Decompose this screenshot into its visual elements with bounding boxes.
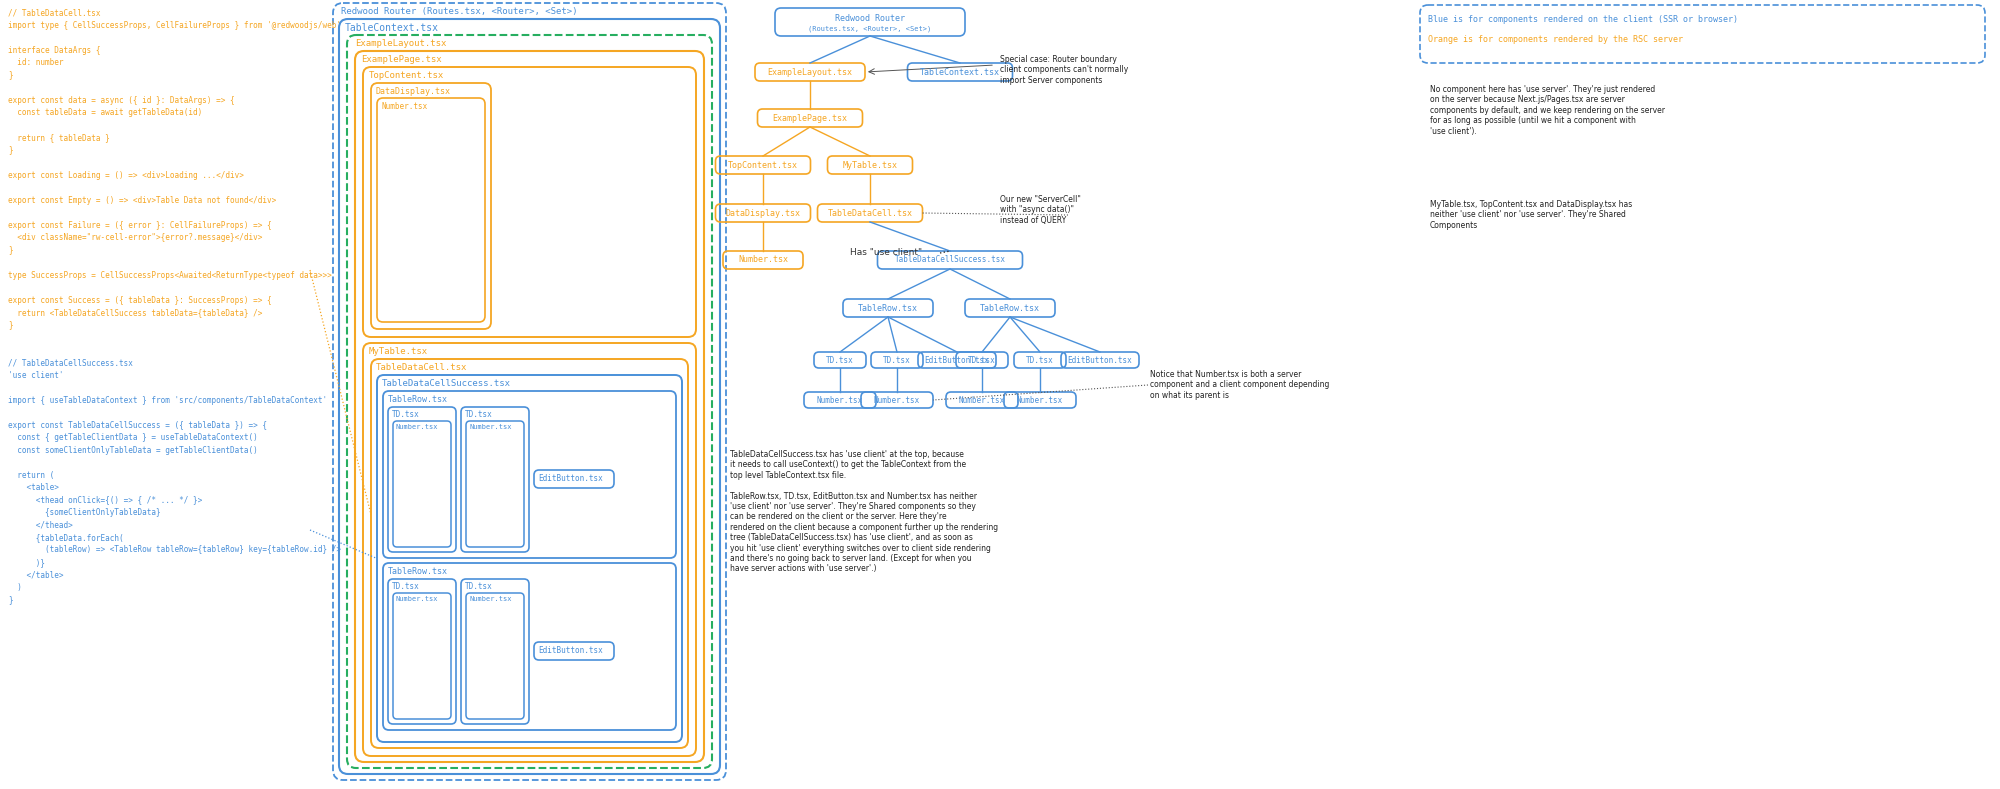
- Text: EditButton.tsx: EditButton.tsx: [538, 646, 602, 655]
- Text: ExampleLayout.tsx: ExampleLayout.tsx: [356, 39, 446, 48]
- Text: }: }: [8, 145, 12, 155]
- Text: TD.tsx: TD.tsx: [884, 356, 910, 365]
- Text: }: }: [8, 245, 12, 255]
- Text: Redwood Router: Redwood Router: [836, 14, 904, 23]
- Text: MyTable.tsx, TopContent.tsx and DataDisplay.tsx has
neither 'use client' nor 'us: MyTable.tsx, TopContent.tsx and DataDisp…: [1430, 200, 1632, 230]
- Text: Number.tsx: Number.tsx: [738, 256, 788, 264]
- Text: Has "use client": Has "use client": [850, 248, 922, 257]
- Text: TD.tsx: TD.tsx: [464, 410, 492, 419]
- Text: import type { CellSuccessProps, CellFailureProps } from '@redwoodjs/web': import type { CellSuccessProps, CellFail…: [8, 21, 340, 29]
- Text: <thead onClick={() => { /* ... */ }>: <thead onClick={() => { /* ... */ }>: [8, 495, 202, 504]
- Text: TableDataCellSuccess.tsx: TableDataCellSuccess.tsx: [894, 256, 1006, 264]
- Text: }: }: [8, 320, 12, 330]
- Text: export const TableDataCellSuccess = ({ tableData }) => {: export const TableDataCellSuccess = ({ t…: [8, 421, 268, 429]
- Text: </thead>: </thead>: [8, 521, 72, 529]
- Text: TD.tsx: TD.tsx: [826, 356, 854, 365]
- Text: EditButton.tsx: EditButton.tsx: [538, 474, 602, 483]
- Text: TopContent.tsx: TopContent.tsx: [368, 71, 444, 80]
- Text: id: number: id: number: [8, 58, 64, 67]
- Text: const tableData = await getTableData(id): const tableData = await getTableData(id): [8, 108, 202, 117]
- Text: import { useTableDataContext } from 'src/components/TableDataContext': import { useTableDataContext } from 'src…: [8, 395, 328, 405]
- Text: TableRow.tsx: TableRow.tsx: [388, 395, 448, 404]
- Text: Number.tsx: Number.tsx: [1016, 395, 1064, 405]
- Text: }: }: [8, 596, 12, 604]
- Text: ): ): [8, 583, 22, 592]
- Text: TD.tsx: TD.tsx: [392, 410, 420, 419]
- Text: export const data = async ({ id }: DataArgs) => {: export const data = async ({ id }: DataA…: [8, 95, 234, 104]
- Text: MyTable.tsx: MyTable.tsx: [368, 347, 428, 356]
- Text: ExamplePage.tsx: ExamplePage.tsx: [360, 55, 442, 64]
- Text: Number.tsx: Number.tsx: [396, 596, 438, 602]
- Text: }: }: [8, 70, 12, 80]
- Text: TopContent.tsx: TopContent.tsx: [728, 160, 798, 170]
- Text: TableRow.tsx: TableRow.tsx: [858, 304, 918, 312]
- Text: (Routes.tsx, <Router>, <Set>): (Routes.tsx, <Router>, <Set>): [808, 25, 932, 32]
- Text: </table>: </table>: [8, 570, 64, 579]
- Text: Redwood Router (Routes.tsx, <Router>, <Set>): Redwood Router (Routes.tsx, <Router>, <S…: [340, 7, 578, 16]
- Text: const someClientOnlyTableData = getTableClientData(): const someClientOnlyTableData = getTable…: [8, 446, 258, 454]
- Text: TD.tsx: TD.tsx: [392, 582, 420, 591]
- Text: export const Failure = ({ error }: CellFailureProps) => {: export const Failure = ({ error }: CellF…: [8, 220, 272, 230]
- Text: TableRow.tsx: TableRow.tsx: [980, 304, 1040, 312]
- Text: ExampleLayout.tsx: ExampleLayout.tsx: [768, 68, 852, 77]
- Text: EditButton.tsx: EditButton.tsx: [924, 356, 990, 365]
- Text: TableDataCell.tsx: TableDataCell.tsx: [828, 208, 912, 218]
- Text: {tableData.forEach(: {tableData.forEach(: [8, 533, 124, 542]
- Text: ExamplePage.tsx: ExamplePage.tsx: [772, 114, 848, 122]
- Text: // TableDataCell.tsx: // TableDataCell.tsx: [8, 8, 100, 17]
- Text: (tableRow) => <TableRow tableRow={tableRow} key={tableRow.id} />: (tableRow) => <TableRow tableRow={tableR…: [8, 545, 340, 555]
- Text: const { getTableClientData } = useTableDataContext(): const { getTableClientData } = useTableD…: [8, 433, 258, 442]
- Text: MyTable.tsx: MyTable.tsx: [842, 160, 898, 170]
- Text: TableDataCell.tsx: TableDataCell.tsx: [376, 363, 468, 372]
- Text: TD.tsx: TD.tsx: [464, 582, 492, 591]
- Text: Number.tsx: Number.tsx: [816, 395, 864, 405]
- Text: Notice that Number.tsx is both a server
component and a client component dependi: Notice that Number.tsx is both a server …: [1150, 370, 1330, 400]
- Text: return { tableData }: return { tableData }: [8, 133, 110, 142]
- Text: Our new "ServerCell"
with "async data()"
instead of QUERY: Our new "ServerCell" with "async data()"…: [1000, 195, 1080, 225]
- Text: Number.tsx: Number.tsx: [958, 395, 1006, 405]
- Text: TD.tsx: TD.tsx: [1026, 356, 1054, 365]
- Text: export const Loading = () => <div>Loading ...</div>: export const Loading = () => <div>Loadin…: [8, 170, 244, 180]
- Text: TableDataCellSuccess.tsx has 'use client' at the top, because
it needs to call u: TableDataCellSuccess.tsx has 'use client…: [730, 450, 998, 574]
- Text: // TableDataCellSuccess.tsx: // TableDataCellSuccess.tsx: [8, 358, 132, 367]
- Text: Blue is for components rendered on the client (SSR or browser): Blue is for components rendered on the c…: [1428, 15, 1738, 24]
- Text: export const Empty = () => <div>Table Data not found</div>: export const Empty = () => <div>Table Da…: [8, 196, 276, 204]
- Text: DataDisplay.tsx: DataDisplay.tsx: [376, 87, 452, 96]
- Text: )}: )}: [8, 558, 44, 567]
- Text: export const Success = ({ tableData }: SuccessProps) => {: export const Success = ({ tableData }: S…: [8, 296, 272, 305]
- Text: DataDisplay.tsx: DataDisplay.tsx: [726, 208, 800, 218]
- Text: TableContext.tsx: TableContext.tsx: [920, 68, 1000, 77]
- Text: {someClientOnlyTableData}: {someClientOnlyTableData}: [8, 508, 160, 517]
- Text: return (: return (: [8, 470, 54, 480]
- Text: interface DataArgs {: interface DataArgs {: [8, 46, 100, 54]
- Text: TD.tsx: TD.tsx: [968, 356, 996, 365]
- Text: Number.tsx: Number.tsx: [382, 102, 428, 111]
- Text: type SuccessProps = CellSuccessProps<Awaited<ReturnType<typeof data>>>: type SuccessProps = CellSuccessProps<Awa…: [8, 271, 332, 279]
- Text: Number.tsx: Number.tsx: [396, 424, 438, 430]
- Text: TableRow.tsx: TableRow.tsx: [388, 567, 448, 576]
- Text: TableContext.tsx: TableContext.tsx: [346, 23, 440, 33]
- Text: Orange is for components rendered by the RSC server: Orange is for components rendered by the…: [1428, 35, 1684, 44]
- Text: Number.tsx: Number.tsx: [874, 395, 920, 405]
- Text: 'use client': 'use client': [8, 371, 64, 380]
- Text: TableDataCellSuccess.tsx: TableDataCellSuccess.tsx: [382, 379, 512, 388]
- Text: Number.tsx: Number.tsx: [468, 424, 512, 430]
- Text: Number.tsx: Number.tsx: [468, 596, 512, 602]
- Text: return <TableDataCellSuccess tableData={tableData} />: return <TableDataCellSuccess tableData={…: [8, 308, 262, 317]
- Text: EditButton.tsx: EditButton.tsx: [1068, 356, 1132, 365]
- Text: Special case: Router boundary
client components can't normally
import Server com: Special case: Router boundary client com…: [1000, 55, 1128, 84]
- Text: <div className="rw-cell-error">{error?.message}</div>: <div className="rw-cell-error">{error?.m…: [8, 233, 262, 242]
- Text: <table>: <table>: [8, 483, 58, 492]
- Text: No component here has 'use server'. They're just rendered
on the server because : No component here has 'use server'. They…: [1430, 85, 1664, 136]
